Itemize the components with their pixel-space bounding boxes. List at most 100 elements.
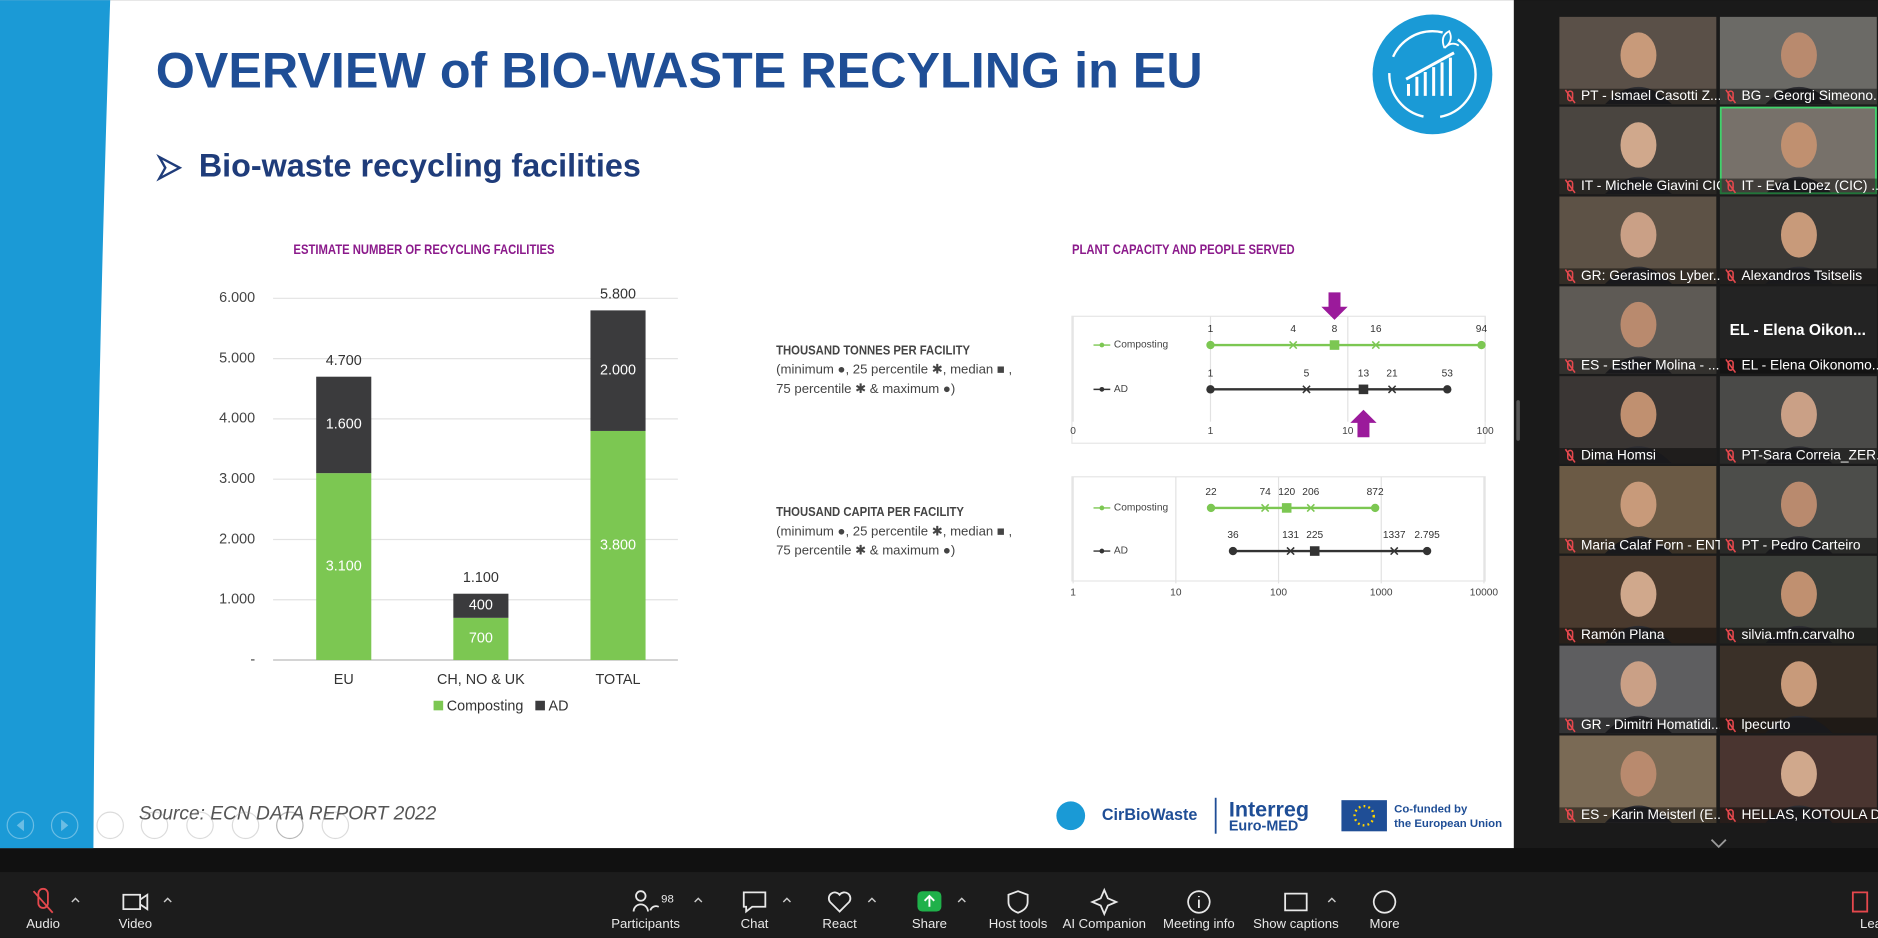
muted-icon — [1725, 269, 1737, 284]
slide-nav[interactable] — [6, 811, 350, 840]
legend-label: AD — [549, 699, 569, 715]
participant-head — [1620, 301, 1657, 348]
toolbar-button[interactable]: Meeting info — [1163, 890, 1235, 931]
legend-label: AD — [1114, 384, 1128, 395]
gallery-scroll[interactable] — [1710, 839, 1727, 849]
participant-body — [1765, 625, 1833, 644]
participant-tile[interactable]: BG - Georgi Simeono... — [1719, 16, 1878, 105]
toolbar-button[interactable]: Host tools — [989, 890, 1048, 931]
toolbar-caret[interactable] — [1327, 897, 1336, 903]
muted-icon — [1725, 808, 1737, 823]
toolbar-button[interactable]: Chat — [741, 891, 791, 931]
toolbar-button[interactable]: Participants — [611, 890, 703, 931]
range-end — [1422, 546, 1432, 556]
percentile-marker — [1371, 340, 1381, 350]
participant-name: lpecurto — [1741, 717, 1790, 732]
toolbar-button[interactable]: More — [1370, 890, 1400, 931]
name-backdrop — [1719, 807, 1877, 823]
participant-tile[interactable]: silvia.mfn.carvalho — [1719, 555, 1877, 644]
x-tick-label: TOTAL — [596, 672, 641, 688]
participant-head — [1780, 751, 1817, 797]
muted-icon — [1564, 718, 1576, 733]
toolbar-button[interactable]: Show captions — [1253, 892, 1339, 932]
point-label: 1337 — [1383, 530, 1406, 541]
muted-icon — [1564, 179, 1576, 194]
toolbar-button[interactable]: Video — [119, 893, 172, 931]
toolbar-caret[interactable] — [867, 897, 877, 903]
muted-icon — [1564, 538, 1576, 553]
toolbar-label: AI Companion — [1063, 916, 1146, 931]
participant-tile[interactable]: IT - Eva Lopez (CIC) ... — [1719, 106, 1878, 195]
point-label: 13 — [1358, 368, 1370, 379]
point-label: 8 — [1332, 324, 1338, 335]
toolbar-button[interactable]: Audio — [26, 887, 80, 931]
toolbar-caret[interactable] — [694, 897, 703, 903]
participant-name: PT-Sara Correia_ZER... — [1741, 447, 1878, 462]
point-label: 22 — [1205, 487, 1217, 498]
slide-title: OVERVIEW of BIO-WASTE RECYLING in EU — [156, 42, 1203, 99]
participant-tile[interactable]: HELLAS, KOTOULA DE... — [1719, 735, 1878, 823]
participant-tile[interactable]: ES - Karin Meisterl (E... — [1559, 735, 1725, 823]
footer-logos: CirBioWaste Interreg Euro-MED Co-funded … — [1056, 797, 1502, 834]
gallery: PT - Ismael Casotti Z... BG - Georgi Sime… — [1559, 16, 1878, 823]
participant-name: Dima Homsi — [1581, 447, 1656, 462]
participant-name: GR: Gerasimos Lyber... — [1581, 268, 1724, 283]
participant-tile[interactable]: Maria Calaf Forn - ENT — [1559, 466, 1724, 554]
point-label: 206 — [1302, 487, 1319, 498]
point-label: 53 — [1442, 368, 1454, 379]
participant-tile[interactable]: GR: Gerasimos Lyber... — [1559, 196, 1724, 284]
participant-tile[interactable]: Dima Homsi — [1559, 376, 1717, 464]
participant-name: BG - Georgi Simeono... — [1741, 88, 1878, 103]
toolbar-caret[interactable] — [782, 897, 791, 903]
participant-body — [1604, 625, 1672, 644]
bar-value-label: 3.100 — [326, 558, 362, 574]
participant-tile[interactable]: PT-Sara Correia_ZER... — [1719, 376, 1878, 464]
bar-value-label: 400 — [469, 598, 493, 614]
point-label: 1 — [1208, 368, 1214, 379]
bar-chart: ESTIMATE NUMBER OF RECYCLING FACILITIES -… — [219, 242, 678, 715]
bullet-arrow — [156, 154, 183, 182]
point-label: 74 — [1259, 487, 1271, 498]
x-tick-label: 10 — [1170, 588, 1182, 599]
participant-tile[interactable]: PT - Ismael Casotti Z... — [1559, 16, 1721, 105]
toolbar-icon — [1007, 890, 1029, 914]
bar-total-label: 4.700 — [326, 353, 362, 369]
participant-name: Alexandros Tsitselis — [1741, 268, 1862, 283]
participant-tile[interactable]: EL - Elena Oikon... EL - Elena Oikonomo..… — [1719, 286, 1878, 374]
participant-body — [1765, 266, 1833, 284]
percentile-marker — [1301, 385, 1312, 394]
point-label: 120 — [1278, 487, 1295, 498]
participant-tile[interactable]: Ramón Plana — [1559, 555, 1717, 644]
toolbar-button[interactable]: Leave — [1851, 891, 1878, 931]
participant-tile[interactable]: GR - Dimitri Homatidi... — [1559, 645, 1722, 734]
toolbar-icon — [742, 891, 767, 914]
dot-range-chart: PLANT CAPACITY AND PEOPLE SERVED THOUSAND… — [776, 242, 1498, 599]
legend-label: Composting — [1114, 503, 1168, 514]
percentile-marker — [1389, 546, 1400, 556]
participant-body — [1765, 805, 1833, 823]
toolbar-button[interactable]: Share — [912, 891, 966, 931]
name-backdrop — [1559, 537, 1717, 554]
bar-segment — [453, 593, 509, 618]
participant-head — [1780, 212, 1817, 258]
toolbar-caret[interactable] — [71, 897, 80, 903]
participant-name: IT - Michele Giavini CIC — [1581, 178, 1726, 193]
resize-handle[interactable] — [1516, 400, 1520, 441]
name-backdrop — [1719, 448, 1877, 464]
participant-tile[interactable]: ES - Esther Molina - ... — [1559, 286, 1719, 374]
toolbar-label: Video — [119, 916, 152, 931]
toolbar-caret[interactable] — [957, 897, 966, 903]
participant-tile[interactable]: IT - Michele Giavini CIC — [1559, 106, 1726, 195]
logo-text: Euro-MED — [1229, 818, 1298, 834]
participant-tile[interactable]: Alexandros Tsitselis — [1719, 196, 1877, 284]
toolbar-button[interactable]: AI Companion — [1063, 887, 1146, 931]
participant-body — [1604, 805, 1672, 823]
participant-tile[interactable]: lpecurto — [1719, 645, 1877, 734]
chart-title: ESTIMATE NUMBER OF RECYCLING FACILITIES — [293, 242, 554, 257]
participant-tile[interactable]: PT - Pedro Carteiro — [1719, 466, 1877, 554]
toolbar-button[interactable]: React — [822, 891, 877, 931]
logo-text: the European Union — [1394, 818, 1502, 830]
muted-icon — [1564, 269, 1576, 284]
toolbar-caret[interactable] — [163, 897, 172, 903]
